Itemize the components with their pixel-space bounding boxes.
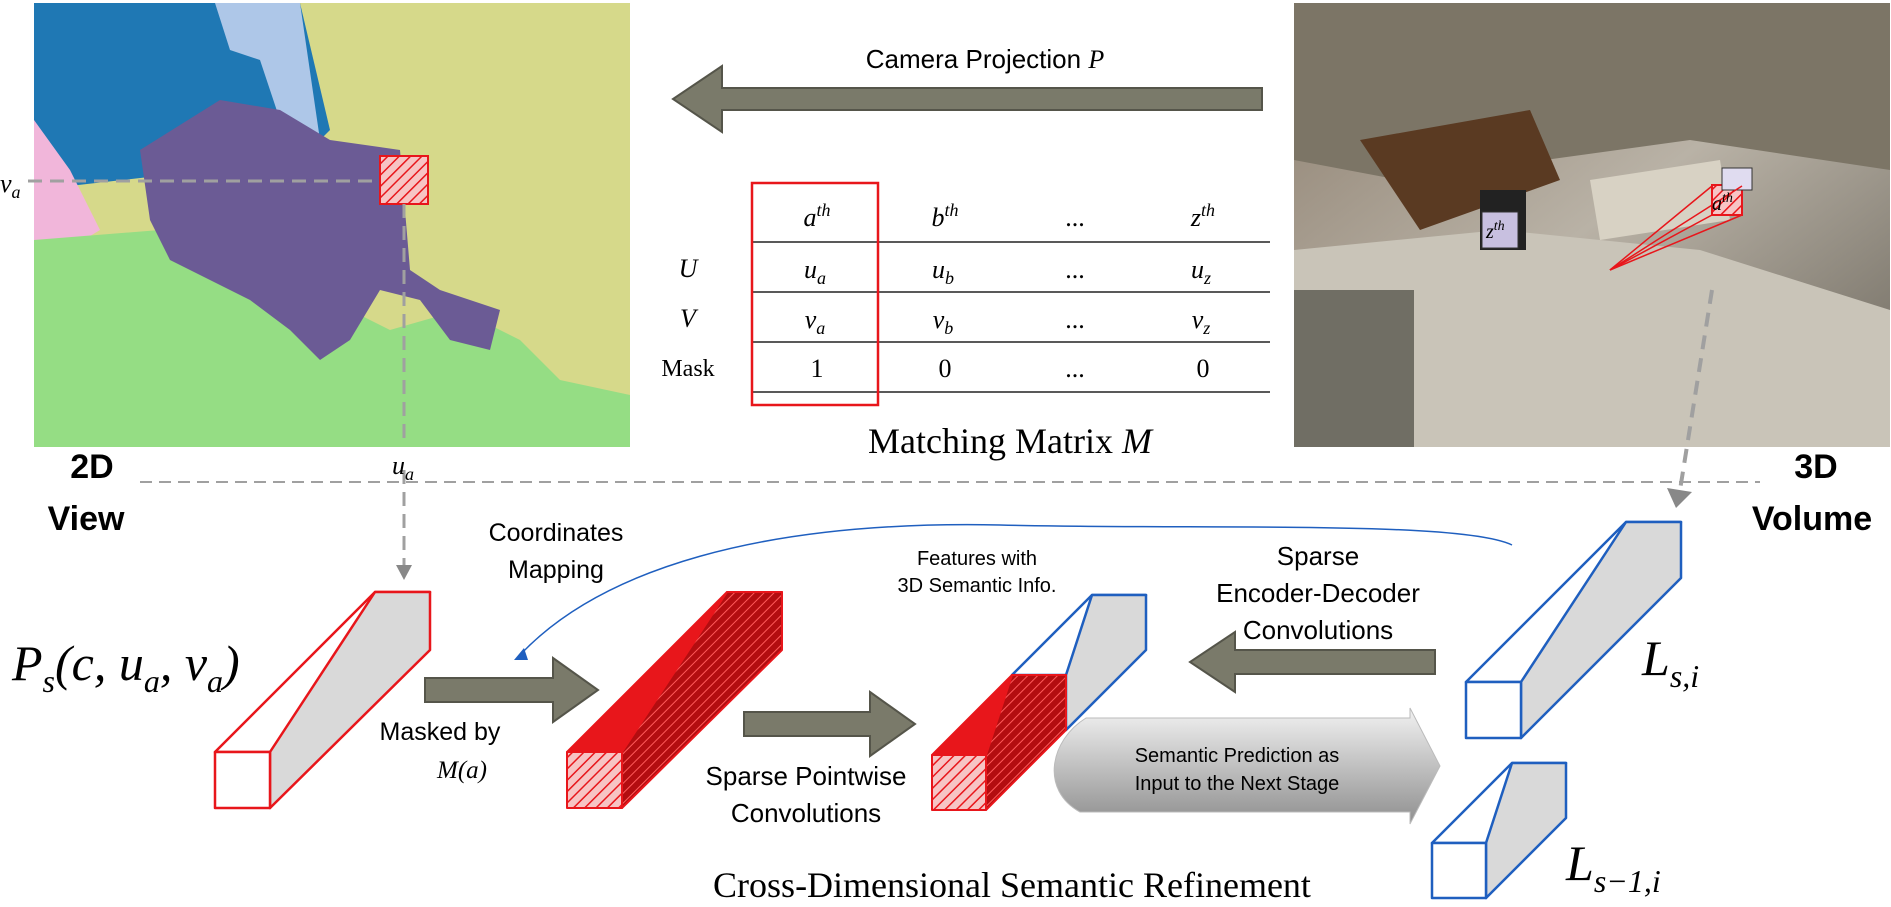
matrix-cell: ... xyxy=(1065,255,1085,284)
segmentation-image xyxy=(34,3,630,447)
tag-a: ath xyxy=(1712,191,1733,215)
sparse-encoder-label-1: Sparse xyxy=(1277,541,1359,571)
u-dashed-arrowhead xyxy=(396,565,412,580)
masked-arrow xyxy=(424,656,600,724)
matrix-cell: ... xyxy=(1065,354,1085,383)
matrix-header-z: zth xyxy=(1190,200,1215,232)
semantic-prediction-arrow xyxy=(1053,707,1441,825)
masked-by-label: Masked by xyxy=(380,718,501,746)
view2d-label-line1: 2D xyxy=(70,448,113,486)
point-z-box xyxy=(1481,211,1519,249)
matrix-caption: Matching Matrix M xyxy=(868,421,1154,461)
pointwise-label-1: Sparse Pointwise xyxy=(706,761,907,791)
matrix-row-label-u: U xyxy=(679,254,700,283)
matrix-cell: va xyxy=(805,305,826,338)
room-image xyxy=(1294,3,1890,447)
masked-by-symbol: M(a) xyxy=(436,757,487,784)
lsi-feature-bar xyxy=(1464,520,1683,740)
masked-feature-bar xyxy=(566,591,783,809)
coords-mapping-arrowhead xyxy=(514,648,528,660)
matrix-cell: uz xyxy=(1191,255,1211,288)
sparse-encoder-label-3: Convolutions xyxy=(1243,615,1393,645)
view2d-label-line2: View xyxy=(48,500,125,538)
matrix-cell: vb xyxy=(933,305,954,338)
matrix-header-a: ath xyxy=(803,200,830,232)
u-axis-label: ua xyxy=(392,451,414,484)
matrix-cell: ... xyxy=(1065,305,1085,334)
camera-rays xyxy=(1609,185,1743,271)
coords-mapping-label-2: Mapping xyxy=(508,556,604,584)
matrix-cell: vz xyxy=(1192,305,1211,338)
matrix-cells: ua ub ... uz va vb ... vz 1 0 ... 0 xyxy=(804,255,1211,383)
point-a-small-box xyxy=(1721,167,1753,191)
matrix-cell: 0 xyxy=(939,354,952,383)
sparse-encoder-label-2: Encoder-Decoder xyxy=(1216,578,1420,608)
lsi-formula: Ls,i xyxy=(1641,630,1699,694)
coords-mapping-curve xyxy=(519,523,1513,656)
view3d-label-line2: Volume xyxy=(1752,500,1872,538)
pointwise-label-2: Convolutions xyxy=(731,798,881,828)
matrix-header-dots: ... xyxy=(1065,203,1085,232)
matrix-row-label-mask: Mask xyxy=(661,356,714,382)
pointwise-arrow xyxy=(743,690,917,758)
matrix-cell: 1 xyxy=(811,354,824,383)
matrix-headers: ath bth ... zth xyxy=(803,200,1215,232)
volume-dashed-arrow xyxy=(1678,289,1714,491)
semantic-prediction-label-2: Input to the Next Stage xyxy=(1135,773,1340,795)
features-label-2: 3D Semantic Info. xyxy=(898,575,1057,597)
matrix-highlight-column xyxy=(750,181,880,407)
ps-feature-bar xyxy=(213,590,432,810)
tag-z: zth xyxy=(1485,219,1505,243)
ls1i-formula: Ls−1,i xyxy=(1565,835,1661,899)
matching-matrix-table xyxy=(750,181,1270,407)
combined-feature-bar xyxy=(931,593,1148,811)
camera-projection-arrow xyxy=(671,64,1263,134)
features-label-1: Features with xyxy=(917,548,1037,570)
projected-point-box xyxy=(379,155,429,205)
encoder-decoder-arrow xyxy=(1188,630,1436,694)
matrix-cell: 0 xyxy=(1197,354,1210,383)
semantic-prediction-label-1: Semantic Prediction as xyxy=(1135,745,1340,767)
coords-mapping-label-1: Coordinates xyxy=(489,519,624,547)
v-axis-label: va xyxy=(0,169,21,202)
ps-formula: Ps(c, ua, va) xyxy=(11,635,240,699)
volume-dashed-arrowhead xyxy=(1667,488,1692,508)
bottom-title: Cross-Dimensional Semantic Refinement xyxy=(713,865,1311,905)
matrix-header-b: bth xyxy=(931,200,958,232)
ls1i-feature-bar xyxy=(1430,761,1568,900)
camera-projection-label: Camera Projection P xyxy=(866,44,1105,74)
matrix-cell: ua xyxy=(804,255,826,288)
view3d-label-line1: 3D xyxy=(1794,448,1837,486)
matrix-row-label-v: V xyxy=(680,304,699,333)
matrix-cell: ub xyxy=(932,255,954,288)
